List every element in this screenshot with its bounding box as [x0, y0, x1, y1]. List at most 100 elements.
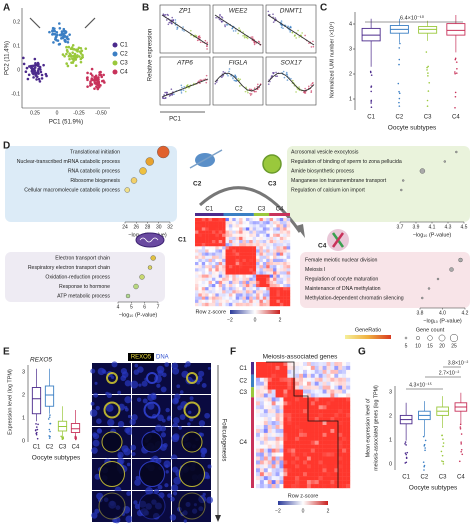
expr-dot: [285, 71, 288, 74]
heatmap-cell: [330, 381, 335, 386]
heatmap-cell: [218, 227, 223, 231]
expr-dot: [243, 36, 246, 39]
outlier: [459, 426, 462, 428]
heatmap-cell: [283, 221, 287, 225]
expr-dot: [302, 91, 305, 93]
heatmap-cell: [225, 221, 230, 225]
heatmap-cell: [330, 369, 335, 375]
heatmap-cell: [256, 277, 260, 282]
heatmap-cell: [338, 452, 343, 457]
category-label: C2: [46, 445, 54, 451]
heatmap-cell: [252, 302, 257, 307]
heatmap-cell: [259, 236, 264, 241]
scatter-dot: [81, 55, 84, 59]
heatmap-cell: [215, 221, 219, 225]
heatmap-cell: [201, 284, 206, 288]
heatmap-cell: [326, 417, 331, 422]
scatter-dot: [35, 78, 38, 81]
heatmap-cell: [291, 425, 296, 430]
heatmap-cell: [267, 456, 272, 461]
go-dot: [419, 168, 426, 174]
heatmap-cell: [218, 236, 223, 241]
heatmap-cell: [334, 421, 339, 426]
category-label: C1: [367, 115, 375, 121]
heatmap-cell: [287, 425, 292, 430]
heatmap-cell: [218, 302, 223, 307]
heatmap-cell: [205, 224, 209, 228]
scatter-dot: [86, 85, 89, 88]
outlier: [48, 428, 51, 431]
heatmap-cell: [252, 218, 257, 222]
heatmap-cell: [256, 468, 261, 473]
heatmap-cell: [198, 271, 202, 275]
heatmap-cell: [295, 369, 300, 375]
dna-speck: [89, 409, 98, 417]
category-label: C3: [59, 445, 67, 451]
heatmap-cell: [201, 218, 206, 222]
heatmap-cell: [318, 377, 323, 382]
heatmap-cell: [279, 393, 284, 398]
heatmap-cell: [303, 421, 308, 426]
heatmap-cell: [263, 436, 268, 441]
dna-speck: [126, 491, 131, 496]
heatmap-cell: [276, 280, 281, 285]
heatmap-cell: [291, 472, 296, 477]
heatmap-cell: [211, 277, 216, 282]
heatmap-cell: [299, 440, 304, 445]
heatmap-cell: [222, 252, 226, 256]
heatmap-cell: [256, 444, 261, 449]
heatmap-cell: [266, 240, 270, 244]
heatmap-cell: [299, 369, 304, 375]
heatmap-cell: [222, 284, 226, 288]
heatmap-cell: [249, 249, 253, 253]
heatmap-cell: [276, 258, 281, 263]
panel-letter: B: [142, 3, 149, 14]
heatmap-cell: [295, 425, 300, 430]
oocyte: [98, 492, 126, 520]
heatmap-cell: [195, 236, 199, 241]
heatmap-cell: [295, 428, 300, 434]
heatmap-cell: [275, 432, 280, 438]
heatmap-cell: [276, 236, 281, 241]
cell-icon: [262, 154, 282, 174]
heatmap-cell: [232, 274, 236, 278]
size-key: [427, 335, 433, 341]
expr-dot: [215, 81, 218, 83]
heatmap-cell: [334, 484, 339, 489]
heatmap-cell: [198, 287, 202, 291]
scatter-dot: [69, 55, 73, 58]
heatmap-cell: [266, 249, 270, 253]
tick-label: -0.50: [95, 110, 107, 116]
scatter-dot: [34, 63, 38, 67]
heatmap-cell: [279, 284, 284, 288]
heatmap-cell: [279, 268, 284, 272]
heatmap-cell: [239, 243, 243, 247]
go-term: Nuclear-transcribed mRNA catabolic proce…: [17, 159, 121, 165]
heatmap-cell: [310, 440, 315, 445]
heatmap-cell: [242, 243, 247, 247]
heatmap-cell: [228, 274, 233, 278]
oocyte: [106, 372, 118, 384]
heatmap-cell: [222, 262, 226, 266]
heatmap-cell: [291, 365, 296, 371]
heatmap-cell: [291, 448, 296, 453]
heatmap-cell: [271, 405, 276, 410]
heatmap-cell: [295, 413, 300, 418]
outlier: [460, 441, 462, 443]
heatmap-cell: [295, 381, 300, 386]
heatmap-cell: [198, 258, 202, 263]
heatmap-cell: [276, 271, 281, 275]
heatmap-cell: [256, 436, 261, 441]
heatmap-cell: [275, 397, 280, 402]
heatmap-cell: [287, 428, 292, 434]
heatmap-cell: [271, 476, 276, 481]
heatmap-cell: [215, 277, 219, 282]
scatter-dot: [68, 57, 71, 61]
heatmap-cell: [310, 369, 315, 375]
dna-speck: [171, 484, 179, 492]
heatmap-cell: [286, 227, 291, 231]
heatmap-cell: [322, 401, 327, 406]
legend-label: C1: [120, 43, 128, 49]
outlier: [460, 450, 462, 453]
